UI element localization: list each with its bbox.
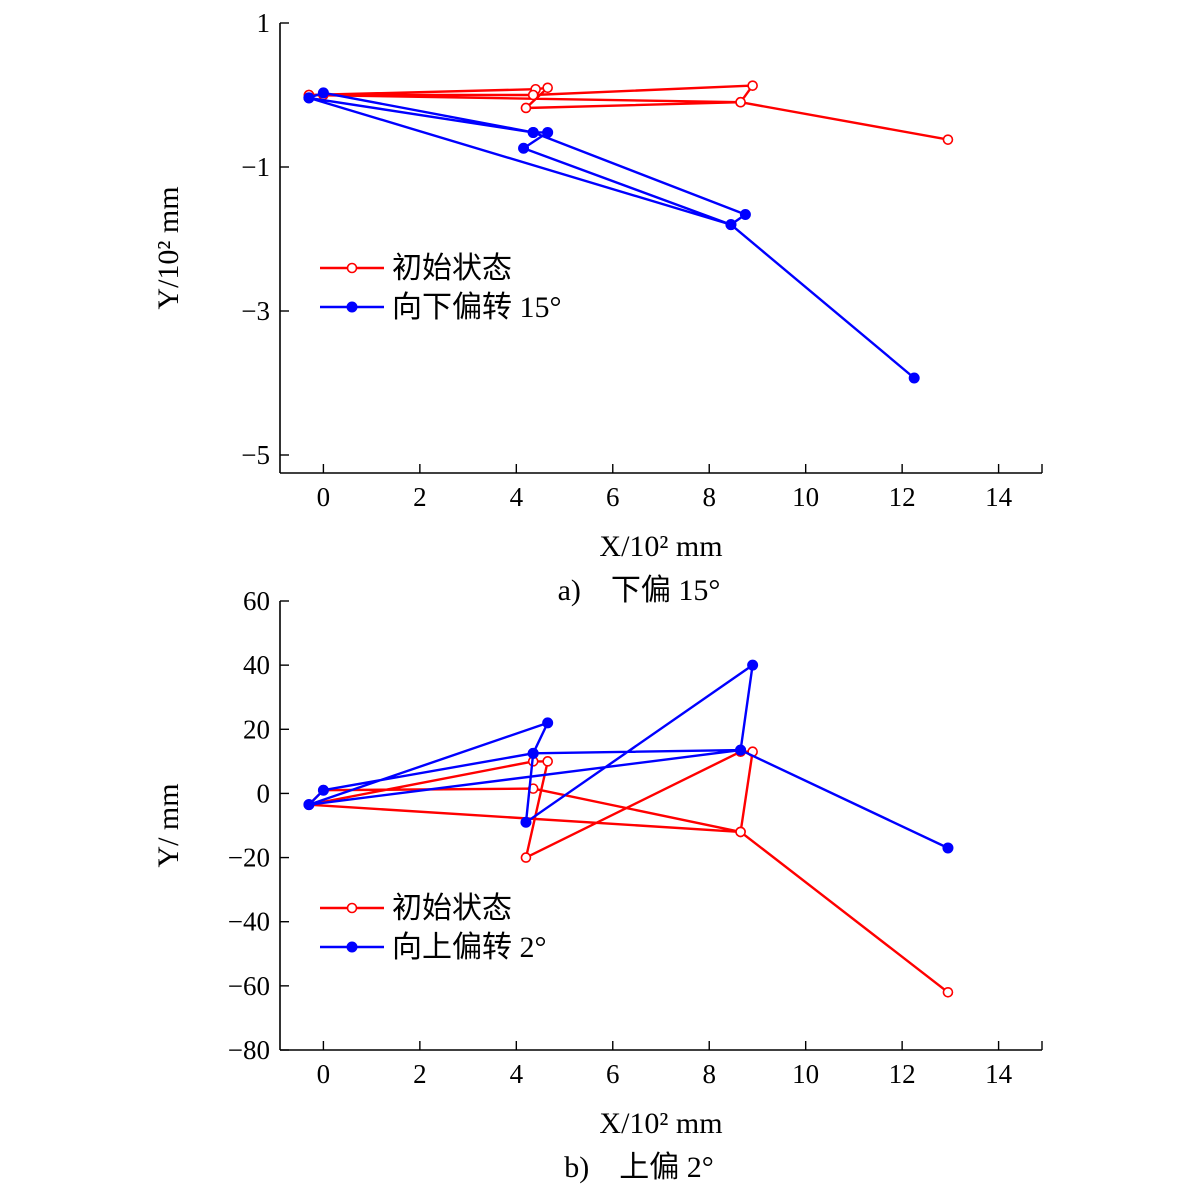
panel-a-x-tick-label: 2 <box>413 482 427 512</box>
panel-b-legend-label: 向上偏转 2° <box>392 931 547 964</box>
panel-a-data-point <box>317 87 329 99</box>
panel-b-legend-marker <box>346 902 358 914</box>
panel-a-x-tick-label: 12 <box>889 482 916 512</box>
panel-a-data-point <box>518 142 530 154</box>
panel-a-legend-marker <box>346 262 358 274</box>
panel-b-y-tick-label: −60 <box>228 971 270 1001</box>
panel-b-x-tick-label: 14 <box>985 1059 1013 1089</box>
panel-b-y-axis-label: Y/ mm <box>152 783 185 867</box>
panel-a-legend-label: 向下偏转 15° <box>392 291 562 324</box>
panel-b-data-point <box>542 756 553 767</box>
panel-a-data-point <box>735 96 746 108</box>
panel-a-data-point <box>942 134 954 145</box>
panel-b-data-point <box>542 717 554 729</box>
panel-b-data-point <box>317 784 329 796</box>
panel-a-chart: 0 2 4 6 8 10 12 14 1 −1 −3 −5 X/10² mm Y/10² mm a) 下偏 … <box>152 8 1043 607</box>
panel-b-data-point <box>747 659 759 671</box>
panel-b-y-tick-label: 40 <box>243 650 270 680</box>
panel-a-data-point <box>520 102 532 114</box>
panel-a-legend-marker <box>346 301 358 313</box>
panel-a-caption: a) 下偏 15° <box>558 574 721 607</box>
panel-a-y-tick-label: 1 <box>257 8 271 38</box>
panel-b-x-tick-label: 12 <box>889 1059 916 1089</box>
panel-a-data-point <box>908 372 920 384</box>
panel-b-y-tick-label: −20 <box>228 843 270 873</box>
panel-b-data-point <box>735 826 746 838</box>
panel-b-x-tick-label: 6 <box>606 1059 620 1089</box>
panel-a-data-point <box>725 219 737 231</box>
panel-b-series-line-2 <box>307 663 949 850</box>
panel-a-y-tick-label: −3 <box>241 296 270 326</box>
panel-b-y-tick-label: 20 <box>243 714 270 744</box>
panel-b-y-tick-label: −80 <box>228 1035 270 1065</box>
panel-a-data-point <box>542 82 553 94</box>
panel-a-y-tick-label: −1 <box>241 152 270 182</box>
panel-b-y-tick-label: 0 <box>257 778 271 808</box>
panel-b-data-point <box>942 842 954 854</box>
panel-a-x-tick-label: 4 <box>510 482 524 512</box>
panel-a-data-point <box>542 126 554 138</box>
panel-b-legend-marker <box>346 941 358 953</box>
panel-a-x-axis-label: X/10² mm <box>599 530 722 563</box>
panel-b-data-point <box>942 986 954 998</box>
panel-a-x-tick-label: 10 <box>792 482 819 512</box>
panel-b-x-tick-label: 2 <box>413 1059 427 1089</box>
panel-a-x-tick-label: 8 <box>702 482 716 512</box>
panel-a-legend-label: 初始状态 <box>392 252 512 285</box>
panel-b-data-point <box>303 799 315 811</box>
panel-b-data-point <box>735 744 747 756</box>
panel-b-x-tick-label: 10 <box>792 1059 819 1089</box>
panel-a-data-point <box>527 89 539 101</box>
panel-a-data-point <box>747 80 758 91</box>
panel-b-data-point <box>520 816 532 828</box>
panel-b-y-tick-label: −40 <box>228 907 270 937</box>
panel-a-y-tick-label: −5 <box>241 440 270 470</box>
panel-a-y-axis-label: Y/10² mm <box>152 186 185 309</box>
panel-b-data-point <box>527 747 539 759</box>
panel-a-data-point <box>739 209 751 221</box>
panel-b-x-axis-label: X/10² mm <box>599 1107 722 1140</box>
panel-b-data-point <box>520 852 532 863</box>
panel-b-x-tick-label: 8 <box>702 1059 716 1089</box>
panel-a-series-line-2 <box>307 91 915 379</box>
panel-b-chart: 0 2 4 6 8 10 12 14 60 40 20 0 −20 −40 −60 −80 X/10² mm Y/… <box>152 586 1043 1184</box>
panel-a-x-tick-label: 6 <box>606 482 620 512</box>
panel-b-y-tick-label: 60 <box>243 586 270 616</box>
panel-b-x-tick-label: 0 <box>317 1059 331 1089</box>
panel-b-x-tick-label: 4 <box>510 1059 524 1089</box>
panel-b-caption: b) 上偏 2° <box>564 1151 714 1184</box>
panel-a-x-tick-label: 0 <box>317 482 331 512</box>
panel-a-data-point <box>303 92 315 104</box>
panel-a-x-tick-label: 14 <box>985 482 1013 512</box>
panel-a-data-point <box>527 126 539 138</box>
panel-b-legend-label: 初始状态 <box>392 892 512 925</box>
